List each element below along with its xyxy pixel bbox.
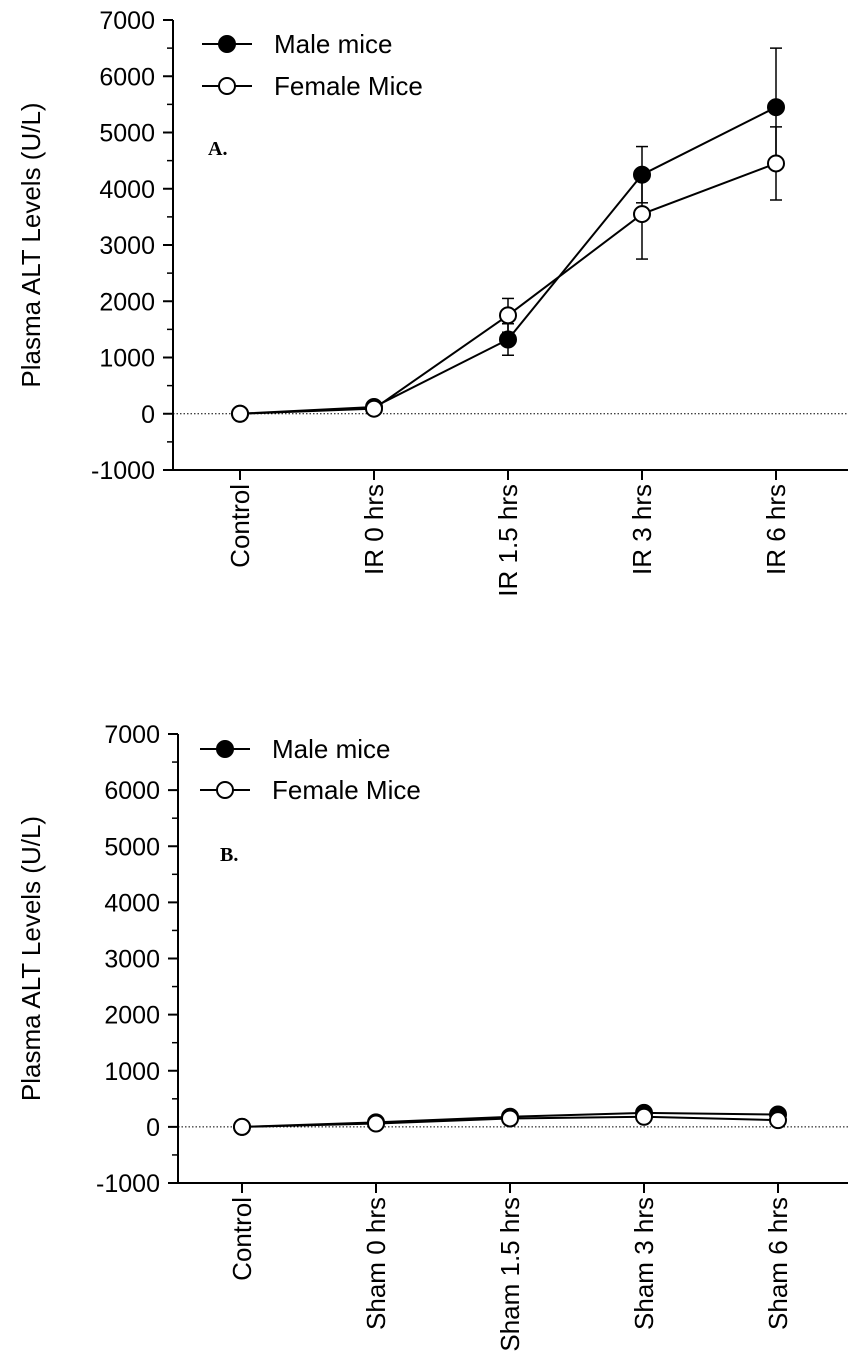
legend: Male mice Female Mice <box>202 29 423 101</box>
x-tick-label: IR 0 hrs <box>359 484 389 575</box>
legend-label: Male mice <box>272 734 390 764</box>
x-tick-label: IR 1.5 hrs <box>493 484 523 597</box>
y-tick-label: 5000 <box>104 833 160 861</box>
y-tick-label: 5000 <box>99 120 155 148</box>
series-line <box>239 162 777 415</box>
series-male <box>231 47 785 423</box>
y-tick-label: 6000 <box>99 63 155 91</box>
y-tick-label: 2000 <box>104 1002 160 1030</box>
y-tick-label: -1000 <box>96 1170 160 1198</box>
panel-label: A. <box>208 138 227 160</box>
legend-marker-filled <box>218 35 236 53</box>
chart-panel-2: -1000 0 1000 2000 3000 4000 5000 6000 7000 Plasma… <box>16 721 848 1352</box>
series-female <box>231 126 785 423</box>
y-axis-label: Plasma ALT Levels (U/L) <box>16 102 46 387</box>
panel-label: B. <box>220 844 238 866</box>
series-line <box>239 106 777 415</box>
data-point-open <box>635 1107 653 1126</box>
y-tick-label: -1000 <box>91 457 155 485</box>
series-female <box>233 1107 787 1136</box>
chart-panel-1: -1000 0 1000 2000 3000 4000 5000 6000 7000 Plasma… <box>16 7 848 597</box>
data-point-filled <box>767 98 785 117</box>
data-point-open <box>499 306 517 325</box>
data-point-open <box>769 1111 787 1130</box>
x-tick-label: IR 6 hrs <box>761 484 791 575</box>
x-tick-label: IR 3 hrs <box>627 484 657 575</box>
data-point-open <box>365 399 383 418</box>
y-tick-label: 1000 <box>104 1058 160 1086</box>
data-point-open <box>633 205 651 224</box>
data-point-open <box>233 1117 251 1136</box>
x-tick-label: Sham 1.5 hrs <box>495 1197 525 1352</box>
data-point-open <box>501 1109 519 1128</box>
y-tick-label: 4000 <box>104 889 160 917</box>
legend: Male mice Female Mice <box>200 734 421 805</box>
x-tick-label: Sham 3 hrs <box>629 1197 659 1330</box>
x-tick-label: Control <box>227 1197 257 1281</box>
x-tick-label: Control <box>225 484 255 568</box>
legend-label: Male mice <box>274 29 392 59</box>
legend-marker-open <box>216 781 234 799</box>
legend-marker-filled <box>216 740 234 758</box>
data-point-open <box>231 404 249 423</box>
y-tick-label: 2000 <box>99 288 155 316</box>
x-tick-label: Sham 0 hrs <box>361 1197 391 1330</box>
legend-label: Female Mice <box>274 71 423 101</box>
y-tick-label: 7000 <box>104 721 160 749</box>
legend-label: Female Mice <box>272 775 421 805</box>
x-tick-label: Sham 6 hrs <box>763 1197 793 1330</box>
data-point-open <box>367 1114 385 1133</box>
y-tick-label: 4000 <box>99 176 155 204</box>
y-tick-label: 6000 <box>104 777 160 805</box>
data-point-filled <box>499 330 517 349</box>
y-tick-label: 0 <box>141 401 155 429</box>
y-tick-label: 1000 <box>99 345 155 373</box>
legend-marker-open <box>218 77 236 95</box>
y-tick-label: 0 <box>146 1114 160 1142</box>
data-point-open <box>767 154 785 173</box>
y-tick-label: 3000 <box>99 232 155 260</box>
y-tick-label: 7000 <box>99 7 155 35</box>
y-axis-label: Plasma ALT Levels (U/L) <box>16 816 46 1101</box>
y-tick-label: 3000 <box>104 946 160 974</box>
